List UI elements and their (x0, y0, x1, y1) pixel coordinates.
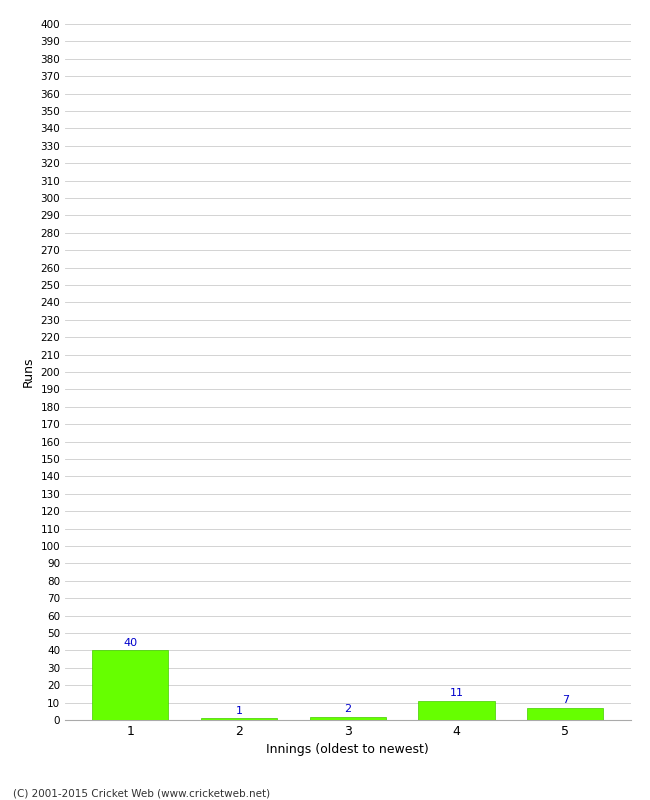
Bar (92, 650, 168, 720)
Text: 2: 2 (344, 704, 351, 714)
Bar (419, 701, 495, 720)
Bar (527, 708, 603, 720)
Text: (C) 2001-2015 Cricket Web (www.cricketweb.net): (C) 2001-2015 Cricket Web (www.cricketwe… (13, 788, 270, 798)
Text: 7: 7 (562, 695, 569, 706)
Bar (201, 718, 277, 720)
X-axis label: Innings (oldest to newest): Innings (oldest to newest) (266, 743, 429, 757)
Text: 40: 40 (124, 638, 137, 648)
Bar (309, 717, 386, 720)
Text: 1: 1 (235, 706, 242, 716)
Text: 11: 11 (450, 688, 463, 698)
Y-axis label: Runs: Runs (22, 357, 35, 387)
